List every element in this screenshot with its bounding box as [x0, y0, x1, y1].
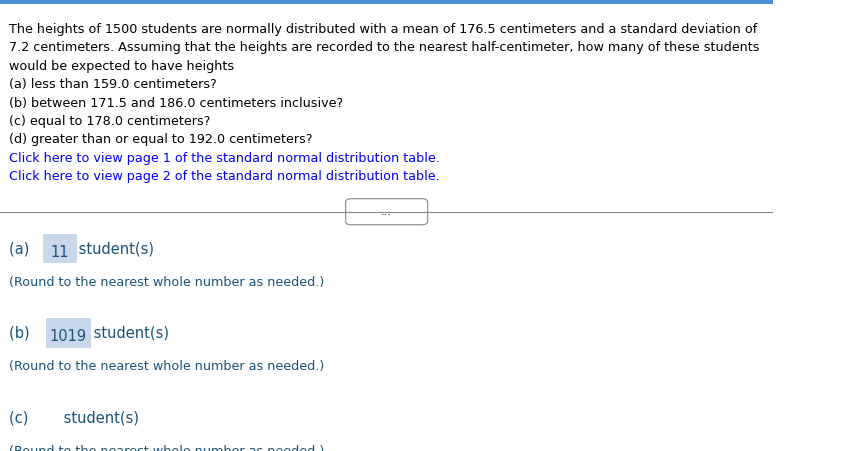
- Text: (c): (c): [9, 409, 34, 424]
- FancyBboxPatch shape: [46, 318, 91, 348]
- Text: (c) equal to 178.0 centimeters?: (c) equal to 178.0 centimeters?: [9, 115, 211, 128]
- Text: (b) between 171.5 and 186.0 centimeters inclusive?: (b) between 171.5 and 186.0 centimeters …: [9, 97, 343, 109]
- FancyBboxPatch shape: [42, 234, 77, 264]
- FancyBboxPatch shape: [34, 403, 60, 432]
- Text: 11: 11: [50, 244, 69, 259]
- Text: Click here to view page 1 of the standard normal distribution table.: Click here to view page 1 of the standar…: [9, 152, 440, 165]
- Text: (Round to the nearest whole number as needed.): (Round to the nearest whole number as ne…: [9, 359, 324, 373]
- Text: (a) less than 159.0 centimeters?: (a) less than 159.0 centimeters?: [9, 78, 217, 91]
- Text: The heights of 1500 students are normally distributed with a mean of 176.5 centi: The heights of 1500 students are normall…: [9, 23, 758, 36]
- FancyBboxPatch shape: [346, 199, 428, 225]
- Text: 7.2 centimeters. Assuming that the heights are recorded to the nearest half-cent: 7.2 centimeters. Assuming that the heigh…: [9, 41, 759, 54]
- Text: student(s): student(s): [59, 409, 139, 424]
- Text: (Round to the nearest whole number as needed.): (Round to the nearest whole number as ne…: [9, 444, 324, 451]
- Text: (b): (b): [9, 325, 39, 340]
- Text: would be expected to have heights: would be expected to have heights: [9, 60, 235, 73]
- Text: student(s): student(s): [89, 325, 169, 340]
- Text: (a): (a): [9, 241, 35, 256]
- Text: (d) greater than or equal to 192.0 centimeters?: (d) greater than or equal to 192.0 centi…: [9, 133, 312, 146]
- Text: (Round to the nearest whole number as needed.): (Round to the nearest whole number as ne…: [9, 276, 324, 288]
- Text: Click here to view page 2 of the standard normal distribution table.: Click here to view page 2 of the standar…: [9, 170, 440, 183]
- Text: student(s): student(s): [74, 241, 154, 256]
- Text: ...: ...: [381, 207, 392, 216]
- Text: 1019: 1019: [50, 328, 87, 343]
- FancyBboxPatch shape: [0, 0, 773, 5]
